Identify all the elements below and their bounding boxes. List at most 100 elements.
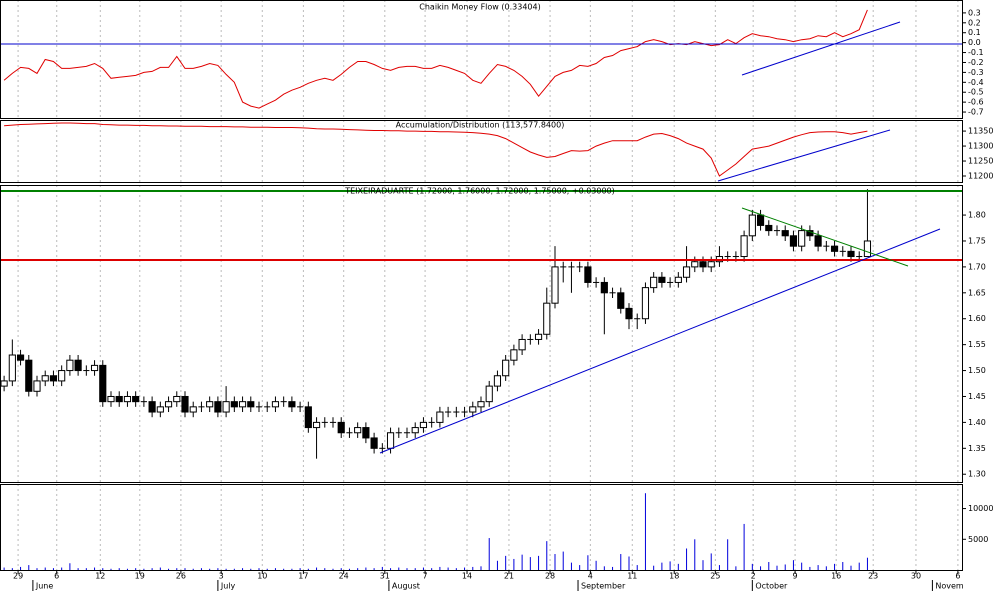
y-tick-label: -0.6 bbox=[968, 98, 984, 107]
panel-frame bbox=[0, 484, 963, 571]
candle-body bbox=[600, 281, 608, 294]
volume-bar bbox=[603, 566, 605, 570]
volume-bar bbox=[809, 566, 811, 570]
candle-body bbox=[518, 338, 526, 351]
candle-body bbox=[386, 432, 395, 449]
volume-bar bbox=[858, 562, 860, 570]
x-tick-label: 4 bbox=[588, 572, 593, 581]
volume-bar bbox=[702, 560, 704, 570]
y-tick-label: 0.1 bbox=[968, 28, 981, 37]
candle-body bbox=[781, 230, 789, 237]
y-tick-label: -0.3 bbox=[968, 68, 984, 77]
volume-bar bbox=[842, 562, 844, 570]
candle-body bbox=[189, 406, 197, 413]
candle-body bbox=[362, 427, 370, 439]
volume-bar bbox=[209, 568, 211, 570]
candle-body bbox=[370, 437, 378, 449]
volume-bar bbox=[792, 560, 794, 570]
volume-bar bbox=[431, 568, 433, 570]
volume-bar bbox=[348, 568, 350, 570]
volume-bar bbox=[825, 566, 827, 570]
candle-body bbox=[740, 235, 748, 258]
candle-body bbox=[230, 401, 238, 408]
volume-bar bbox=[365, 567, 367, 570]
volume-bar bbox=[94, 567, 96, 570]
volume-bar bbox=[850, 565, 852, 570]
volume-bar bbox=[233, 568, 235, 570]
candle-body bbox=[510, 349, 518, 361]
candle-body bbox=[847, 250, 855, 258]
volume-bar bbox=[669, 561, 671, 570]
y-tick-label: 5000 bbox=[968, 535, 988, 544]
candle-body bbox=[641, 287, 650, 320]
candle-body bbox=[312, 421, 321, 429]
volume-bar bbox=[472, 566, 474, 570]
x-tick-label: 14 bbox=[462, 572, 472, 581]
panel-title: Chaikin Money Flow (0.33404) bbox=[419, 3, 540, 12]
candle-body bbox=[66, 359, 74, 372]
volume-bar bbox=[439, 566, 441, 570]
candle-body bbox=[551, 266, 559, 304]
candle-body bbox=[650, 276, 658, 289]
volume-bar bbox=[751, 563, 753, 570]
candle-body bbox=[543, 302, 551, 335]
month-label: August bbox=[392, 582, 420, 591]
candle-body bbox=[90, 364, 99, 372]
x-tick-label: 24 bbox=[339, 572, 349, 581]
candle-body bbox=[765, 224, 773, 232]
x-tick-label: 6 bbox=[54, 572, 59, 581]
y-tick-label: 1.60 bbox=[968, 314, 986, 323]
candle-body bbox=[0, 380, 8, 387]
y-tick-label: 0.3 bbox=[968, 8, 981, 17]
candle-body bbox=[707, 261, 715, 268]
volume-bar bbox=[587, 555, 589, 570]
volume-bar bbox=[710, 553, 712, 570]
y-tick-label: 1.30 bbox=[968, 470, 986, 479]
x-tick-label: 2 bbox=[751, 572, 756, 581]
x-tick-label: 28 bbox=[545, 572, 555, 581]
volume-bar bbox=[316, 567, 318, 570]
y-tick-label: 1.40 bbox=[968, 418, 986, 427]
candle-body bbox=[8, 354, 16, 382]
volume-bar bbox=[192, 568, 194, 570]
x-tick-label: 29 bbox=[13, 572, 23, 581]
volume-bar bbox=[357, 568, 359, 570]
volume-bar bbox=[768, 562, 770, 570]
volume-bar bbox=[644, 493, 646, 570]
volume-bar bbox=[455, 568, 457, 570]
candle-body bbox=[682, 266, 691, 278]
candle-body bbox=[247, 401, 255, 408]
volume-bar bbox=[20, 566, 22, 570]
volume-bar bbox=[151, 568, 153, 570]
candle-body bbox=[123, 395, 132, 403]
volume-bar bbox=[422, 567, 424, 570]
volume-bar bbox=[414, 568, 416, 570]
candle-body bbox=[115, 395, 123, 403]
candle-body bbox=[674, 276, 682, 283]
y-tick-label: 0.0 bbox=[968, 38, 981, 47]
volume-bar bbox=[217, 568, 219, 570]
candle-body bbox=[436, 411, 444, 423]
candle-body bbox=[164, 401, 173, 408]
volume-bar bbox=[866, 557, 868, 570]
volume-bar bbox=[283, 568, 285, 570]
candle-body bbox=[419, 421, 428, 429]
panel-frame bbox=[0, 185, 963, 483]
volume-bar bbox=[61, 567, 63, 570]
candle-body bbox=[107, 395, 115, 403]
month-label: September bbox=[581, 582, 626, 591]
y-tick-label: 1.65 bbox=[968, 288, 986, 297]
candle-body bbox=[756, 214, 765, 226]
volume-bar bbox=[570, 562, 572, 570]
volume-bar bbox=[562, 551, 564, 570]
candle-body bbox=[748, 214, 756, 237]
candle-body bbox=[534, 333, 543, 340]
volume-bar bbox=[110, 568, 112, 570]
candle-body bbox=[271, 401, 280, 408]
volume-bar bbox=[776, 565, 778, 570]
candle-body bbox=[411, 427, 419, 434]
volume-bar bbox=[718, 565, 720, 570]
y-tick-label: 1.45 bbox=[968, 392, 986, 401]
x-tick-label: 10 bbox=[257, 572, 267, 581]
